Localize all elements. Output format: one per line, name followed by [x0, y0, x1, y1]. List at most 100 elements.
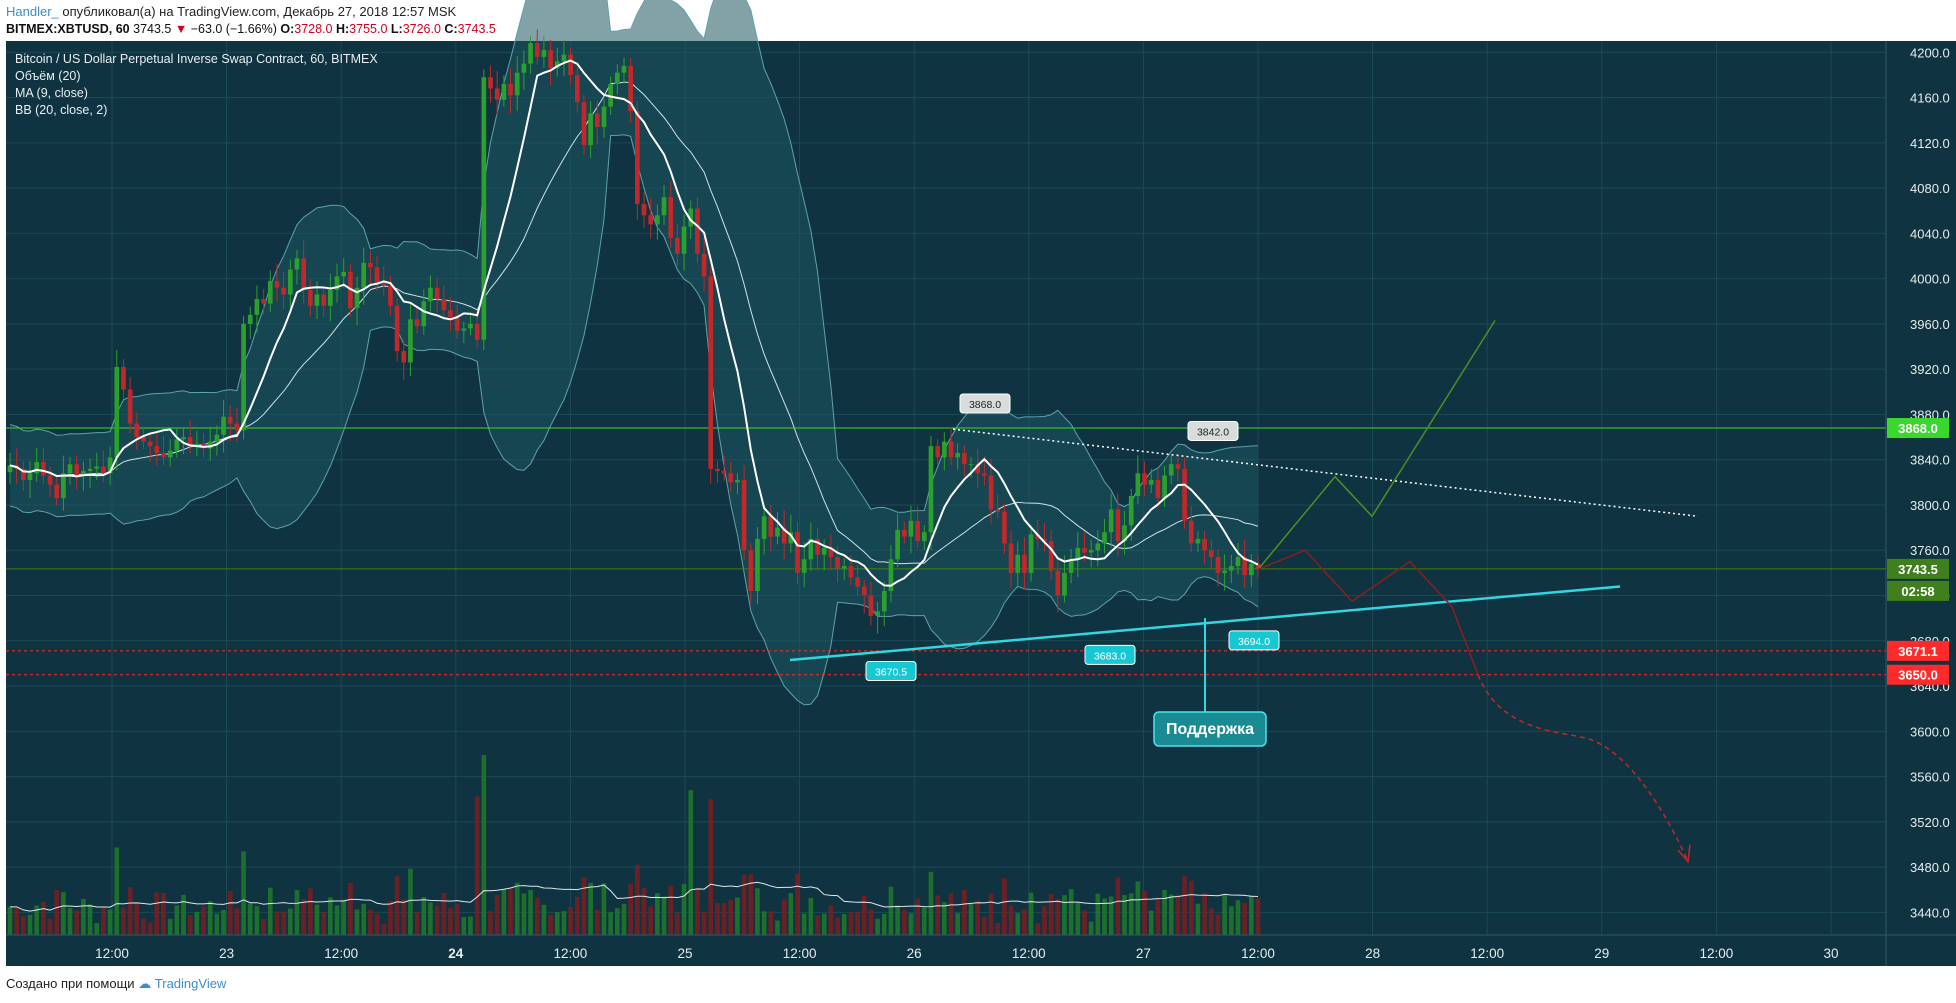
price-tick-label: 3840.0: [1910, 453, 1950, 468]
volume-bar: [434, 905, 440, 935]
volume-bar: [287, 908, 293, 935]
volume-bar: [421, 896, 427, 935]
forecast-down-dashed: [1477, 674, 1689, 862]
candle-body: [641, 203, 647, 216]
volume-bar: [341, 899, 347, 935]
candle-body: [988, 475, 994, 510]
candle-body: [1242, 557, 1247, 576]
volume-bar: [361, 903, 367, 935]
volume-ma: [9, 881, 1259, 912]
volume-bar: [708, 799, 714, 935]
volume-bar: [514, 882, 520, 935]
axis-price-tag: [1887, 640, 1949, 661]
volume-bar: [214, 913, 220, 935]
volume-bar: [334, 905, 340, 935]
time-tick-label: 30: [1823, 946, 1838, 961]
candle-body: [508, 84, 513, 96]
time-tick-label: 24: [448, 946, 464, 961]
volume-bar: [21, 916, 26, 935]
volume-bar: [414, 912, 420, 935]
candle-body: [1168, 464, 1174, 476]
volume-bar: [1122, 895, 1127, 935]
volume-bar: [154, 892, 160, 935]
price-callout: [1084, 644, 1136, 665]
volume-bar: [521, 893, 527, 935]
candle-body: [468, 323, 473, 329]
candle-body: [581, 102, 587, 146]
volume-bar: [394, 876, 400, 935]
volume-bar: [428, 902, 433, 935]
volume-bar: [267, 887, 273, 935]
volume-bar: [221, 909, 226, 935]
volume-bar: [761, 911, 767, 935]
tradingview-link[interactable]: TradingView: [154, 976, 227, 991]
volume-bar: [67, 907, 73, 935]
candle-body: [7, 465, 13, 473]
volume-bar: [975, 900, 981, 935]
volume-bar: [368, 909, 373, 935]
drawings: 3868.0 3842.0 3670.5 3683.0 3694.0 Поддержка: [789, 320, 1699, 864]
volume-bar: [274, 911, 280, 935]
candle-body: [1195, 538, 1201, 544]
candle-body: [1088, 550, 1094, 553]
candle-body: [87, 468, 93, 472]
candle-body: [554, 61, 560, 69]
candle-body: [234, 423, 240, 431]
legend-volume: Объём (20): [15, 69, 81, 83]
candle-body: [855, 577, 860, 587]
volume-bar: [207, 901, 213, 935]
candle-body: [668, 197, 674, 238]
candle-body: [121, 366, 126, 390]
volume-bar: [141, 918, 146, 935]
candle-body: [287, 269, 293, 295]
volume-bar: [648, 906, 654, 935]
volume-bars: [7, 755, 1261, 935]
volume-bar: [835, 917, 840, 935]
candle-body: [1115, 509, 1121, 542]
volume-bar: [1182, 876, 1187, 935]
price-tick-label: 4080.0: [1910, 181, 1950, 196]
volume-bar: [147, 922, 153, 935]
volume-bar: [715, 902, 720, 935]
price-tick-label: 4000.0: [1910, 272, 1950, 287]
volume-bar: [688, 790, 694, 935]
resistance-trendline: [952, 428, 1699, 518]
candle-body: [521, 63, 527, 73]
volume-bar: [454, 904, 460, 935]
candle-body: [621, 65, 627, 73]
low-value: 3726.0: [402, 22, 441, 36]
volume-bar: [815, 915, 820, 935]
candle-body: [461, 328, 467, 331]
volume-bar: [254, 906, 260, 935]
candle-body: [154, 446, 160, 453]
candle-body: [27, 473, 33, 481]
candle-body: [441, 299, 447, 311]
candle-body: [528, 43, 533, 64]
volume-bar: [1248, 895, 1254, 935]
open-value: 3728.0: [294, 22, 333, 36]
time-axis[interactable]: 12:00 23 12:00 24 12:00 25 12:00 26 12:00 27 12:00…: [6, 934, 1956, 961]
author-link[interactable]: Handler_: [6, 4, 59, 19]
candle-body: [514, 72, 520, 96]
time-tick-label: 28: [1365, 946, 1380, 961]
candle-body: [421, 301, 427, 327]
candle-body: [94, 466, 100, 469]
candle-body: [835, 557, 840, 569]
candle-body: [1255, 563, 1261, 569]
publish-header: Handler_ опубликовал(а) на TradingView.c…: [6, 4, 456, 19]
candle-body: [301, 258, 306, 290]
volume-bar: [635, 864, 640, 935]
volume-bar: [1075, 902, 1081, 935]
candle-body: [428, 287, 433, 302]
volume-bar: [861, 895, 867, 935]
candle-body: [474, 323, 480, 340]
candle-body: [1142, 473, 1147, 485]
volume-bar: [494, 895, 500, 935]
price-tick-label: 3920.0: [1910, 362, 1950, 377]
volume-bar: [1148, 910, 1154, 935]
candle-body: [448, 310, 453, 318]
volume-bar: [588, 883, 593, 935]
callout-label: 3868.0: [969, 399, 1001, 411]
volume-bar: [574, 896, 580, 935]
